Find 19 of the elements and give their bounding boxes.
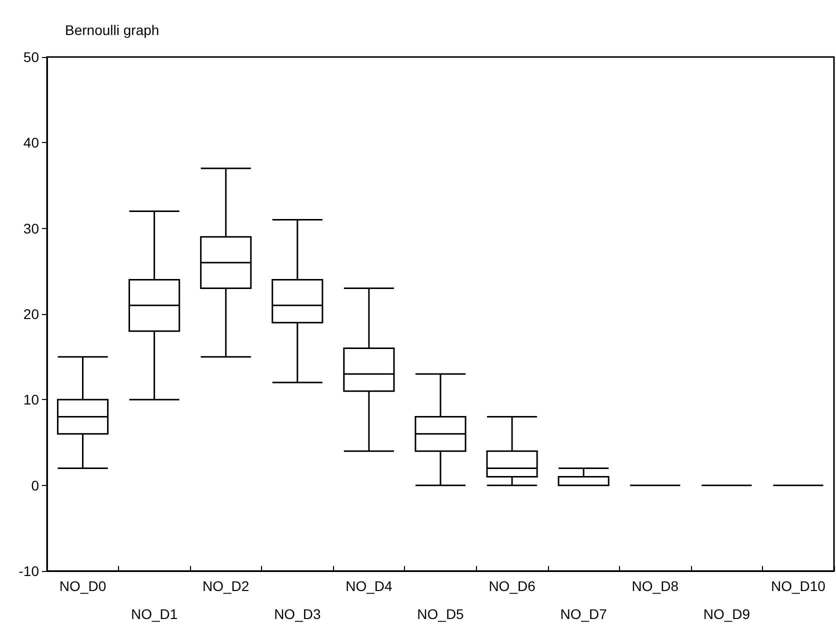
x-tick-label: NO_D6 <box>488 578 536 594</box>
x-tick-label: NO_D10 <box>770 578 826 594</box>
x-tick-label: NO_D2 <box>202 578 250 594</box>
y-tick-label: 30 <box>23 220 40 236</box>
y-tick-label: 40 <box>23 134 40 151</box>
x-tick-label: NO_D9 <box>703 606 750 622</box>
y-tick-label: 0 <box>31 477 40 494</box>
chart-title: Bernoulli graph <box>65 22 160 38</box>
x-tick-label: NO_D8 <box>632 578 679 594</box>
x-tick-label: NO_D0 <box>59 578 106 594</box>
y-tick-label: 10 <box>23 392 40 408</box>
x-tick-label: NO_D1 <box>130 606 178 622</box>
y-tick-label: 50 <box>23 49 40 65</box>
x-tick-label: NO_D4 <box>346 578 393 594</box>
x-tick-label: NO_D7 <box>560 606 608 622</box>
x-tick-label: NO_D5 <box>417 606 464 622</box>
y-tick-label: -10 <box>18 563 40 579</box>
y-tick-label: 20 <box>23 306 40 322</box>
x-tick-label: NO_D3 <box>274 606 321 622</box>
